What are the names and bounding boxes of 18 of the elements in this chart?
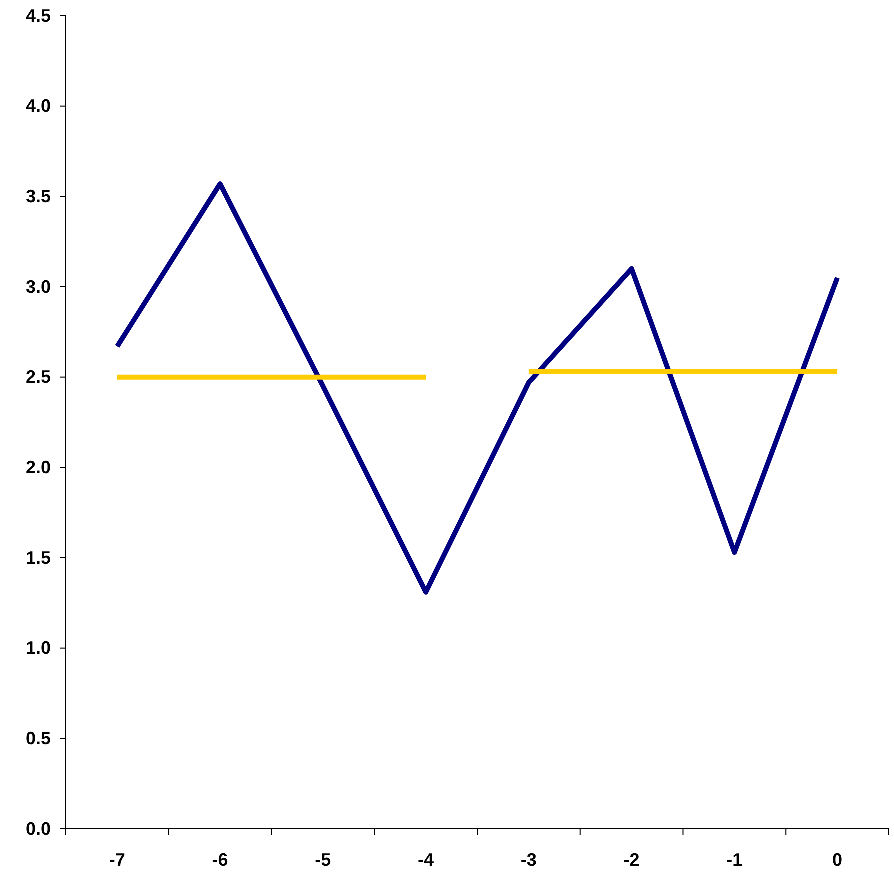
x-tick-label: -2 [624, 850, 640, 870]
y-tick-label: 2.0 [26, 457, 51, 478]
x-tick-label: -3 [520, 850, 537, 870]
y-tick-label: 2.5 [26, 367, 51, 388]
x-tick-label: -4 [418, 850, 434, 870]
y-tick-label: 1.0 [26, 638, 51, 658]
y-tick-label: 4.0 [26, 96, 51, 116]
x-tick-label: 0 [832, 850, 843, 870]
y-tick-label: 1.5 [26, 548, 51, 568]
y-tick-label: 0.0 [26, 818, 51, 839]
y-tick-label: 3.5 [26, 186, 51, 206]
x-tick-label: -6 [212, 850, 228, 870]
y-tick-label: 4.5 [26, 6, 51, 26]
x-tick-label: -7 [109, 850, 126, 870]
y-tick-label: 0.5 [26, 728, 51, 748]
y-tick-label: 3.0 [26, 276, 51, 297]
x-tick-label: -5 [315, 850, 332, 870]
x-tick-label: -1 [726, 850, 743, 870]
